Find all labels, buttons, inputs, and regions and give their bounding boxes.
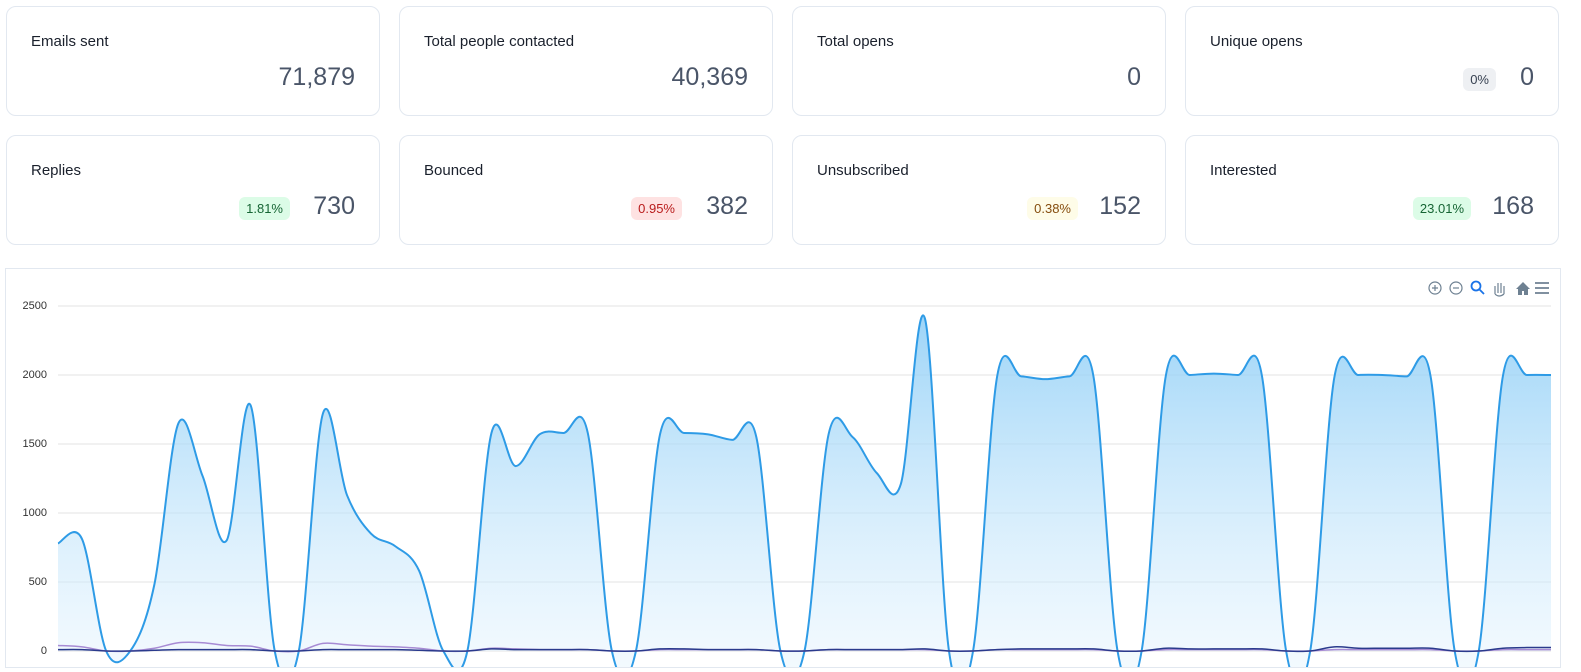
card-label: Bounced: [424, 162, 484, 179]
card-badge: 1.81%: [239, 197, 290, 220]
card-label: Unsubscribed: [817, 162, 909, 179]
stat-card: Total people contacted 40,369: [399, 6, 773, 116]
card-value: 152: [1099, 192, 1141, 220]
menu-button[interactable]: [1535, 282, 1549, 294]
card-value: 382: [706, 192, 748, 220]
y-tick-label: 2000: [23, 369, 47, 381]
zoom-select-button[interactable]: [1470, 280, 1485, 295]
card-badge: 0.95%: [631, 197, 682, 220]
card-label: Unique opens: [1210, 33, 1303, 50]
card-label: Emails sent: [31, 33, 109, 50]
reset-button[interactable]: [1516, 282, 1530, 295]
zoom-in-button[interactable]: [1428, 281, 1442, 295]
card-label: Total people contacted: [424, 33, 575, 50]
y-tick-label: 0: [41, 645, 47, 657]
stat-card: Bounced 0.95% 382: [399, 135, 773, 245]
area-fill: [58, 315, 1551, 672]
card-value: 168: [1492, 192, 1534, 220]
y-tick-label: 1500: [23, 438, 47, 450]
chart-card: 0 500 1000 1500 2000 2500: [5, 268, 1561, 672]
card-value: 71,879: [278, 63, 355, 91]
card-badge: 23.01%: [1412, 197, 1471, 220]
card-value: 730: [313, 192, 355, 220]
zoom-out-button[interactable]: [1449, 281, 1463, 295]
card-badge: 0%: [1463, 68, 1496, 91]
card-badge: 0.38%: [1027, 197, 1078, 220]
card-value: 40,369: [671, 63, 748, 91]
stat-card: Unique opens 0% 0: [1185, 6, 1559, 116]
card-label: Interested: [1210, 162, 1277, 179]
card-value: 0: [1127, 63, 1141, 91]
y-tick-label: 2500: [23, 300, 47, 312]
y-tick-label: 500: [29, 576, 47, 588]
chart: 0 500 1000 1500 2000 2500: [23, 280, 1552, 672]
stat-card: Total opens 0: [792, 6, 1166, 116]
card-label: Replies: [31, 162, 82, 179]
pan-button[interactable]: [1494, 283, 1505, 297]
card-value: 0: [1520, 63, 1534, 91]
stat-card: Unsubscribed 0.38% 152: [792, 135, 1166, 245]
stat-card: Emails sent 71,879: [6, 6, 380, 116]
stat-card: Replies 1.81% 730: [6, 135, 380, 245]
y-tick-label: 1000: [23, 507, 47, 519]
area-line: [57, 646, 1552, 653]
toolbar: [1428, 280, 1549, 297]
stat-card: Interested 23.01% 168: [1185, 135, 1559, 245]
card-label: Total opens: [817, 33, 894, 50]
